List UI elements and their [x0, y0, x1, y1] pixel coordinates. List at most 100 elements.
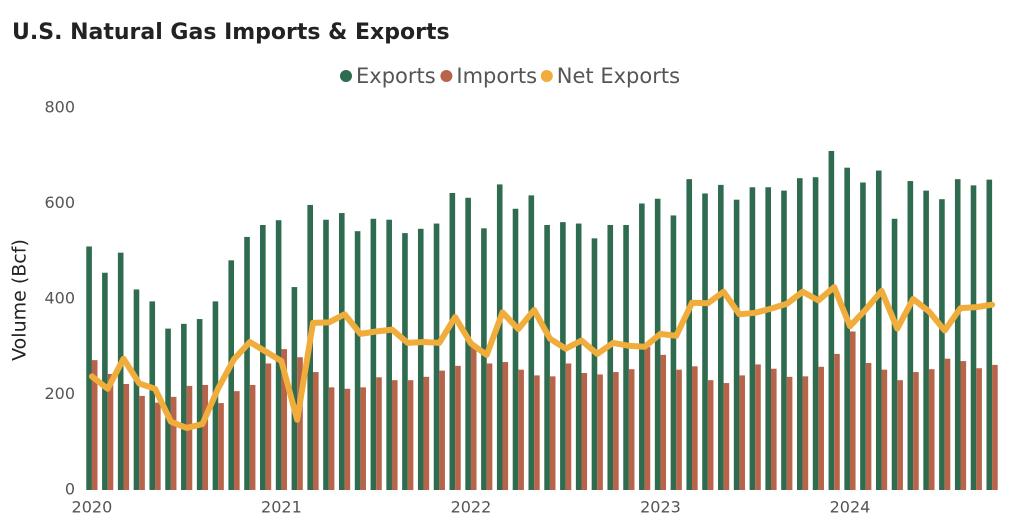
bar	[613, 372, 619, 490]
bar	[828, 150, 835, 490]
bar	[360, 387, 366, 490]
x-tick-label: 2020	[72, 498, 113, 517]
bar	[802, 376, 809, 490]
legend-label: Exports	[356, 64, 436, 88]
bar	[186, 385, 193, 490]
bar	[354, 231, 361, 490]
bar	[149, 301, 156, 490]
bar	[534, 375, 540, 490]
bar	[133, 289, 140, 490]
legend-marker	[440, 70, 453, 82]
bar	[338, 213, 345, 491]
bar	[628, 369, 635, 490]
bar	[692, 366, 698, 490]
bar	[781, 190, 787, 491]
y-axis-label: Volume (Bcf)	[9, 239, 31, 361]
bar	[439, 370, 445, 490]
bar	[455, 365, 461, 490]
bar	[702, 193, 708, 490]
bar	[244, 236, 250, 490]
bar	[960, 361, 967, 490]
bar	[486, 363, 493, 490]
bar	[976, 368, 982, 490]
bar	[139, 395, 145, 490]
bar	[654, 198, 661, 490]
bar	[986, 179, 993, 490]
bar	[881, 369, 888, 490]
bar	[297, 357, 303, 490]
bar	[707, 380, 714, 490]
bar	[944, 358, 951, 490]
bar	[860, 182, 866, 491]
bar	[328, 387, 335, 490]
legend-label: Imports	[456, 64, 537, 88]
bar	[249, 384, 256, 490]
y-tick-label: 200	[44, 384, 75, 403]
bar	[897, 380, 903, 490]
bar	[549, 376, 556, 490]
bar	[323, 219, 329, 491]
bar	[771, 368, 777, 490]
bar	[818, 366, 824, 490]
bar	[91, 360, 98, 490]
bar	[344, 388, 351, 490]
bar	[928, 369, 935, 490]
bar	[496, 184, 503, 490]
bar	[449, 192, 456, 490]
bar	[739, 375, 746, 490]
bar	[470, 344, 477, 490]
bar	[234, 391, 240, 490]
bar	[502, 362, 509, 490]
bar	[723, 383, 730, 490]
chart-title: U.S. Natural Gas Imports & Exports	[12, 20, 450, 45]
bar	[102, 272, 108, 490]
bar	[796, 178, 803, 490]
bar	[313, 372, 319, 490]
bar	[376, 377, 382, 490]
bar	[560, 222, 566, 490]
bar	[155, 402, 161, 490]
bar	[913, 372, 919, 490]
bar	[433, 223, 440, 490]
bar	[370, 218, 377, 490]
bar	[623, 224, 629, 491]
bar	[992, 364, 998, 490]
bar	[591, 238, 598, 490]
bar	[181, 323, 187, 490]
bar	[275, 220, 282, 490]
bar	[402, 233, 408, 491]
bar	[123, 383, 130, 490]
bar	[939, 199, 945, 490]
bar	[749, 187, 756, 490]
bar	[834, 353, 840, 490]
bar	[865, 362, 872, 490]
y-tick-label: 400	[44, 289, 75, 308]
bar	[676, 369, 682, 490]
bar	[849, 331, 856, 490]
bar	[117, 252, 124, 490]
bar	[660, 354, 667, 490]
bar	[228, 260, 235, 490]
legend-label: Net Exports	[557, 64, 680, 88]
bar	[218, 403, 224, 490]
bar	[786, 376, 793, 490]
bar	[844, 167, 850, 490]
bar	[291, 287, 298, 490]
x-tick-label: 2023	[640, 498, 681, 517]
bar	[607, 224, 614, 491]
bar	[417, 228, 424, 490]
bar	[970, 185, 977, 491]
x-tick-label: 2024	[830, 498, 871, 517]
bar	[518, 369, 524, 490]
x-tick-label: 2022	[451, 498, 492, 517]
bar	[812, 177, 819, 491]
bar	[260, 224, 266, 491]
bar	[423, 376, 430, 490]
x-tick-label: 2021	[261, 498, 302, 517]
bar	[386, 219, 392, 491]
bar	[86, 246, 92, 490]
bar	[891, 218, 898, 490]
legend-marker	[540, 70, 553, 82]
bar	[575, 223, 582, 490]
